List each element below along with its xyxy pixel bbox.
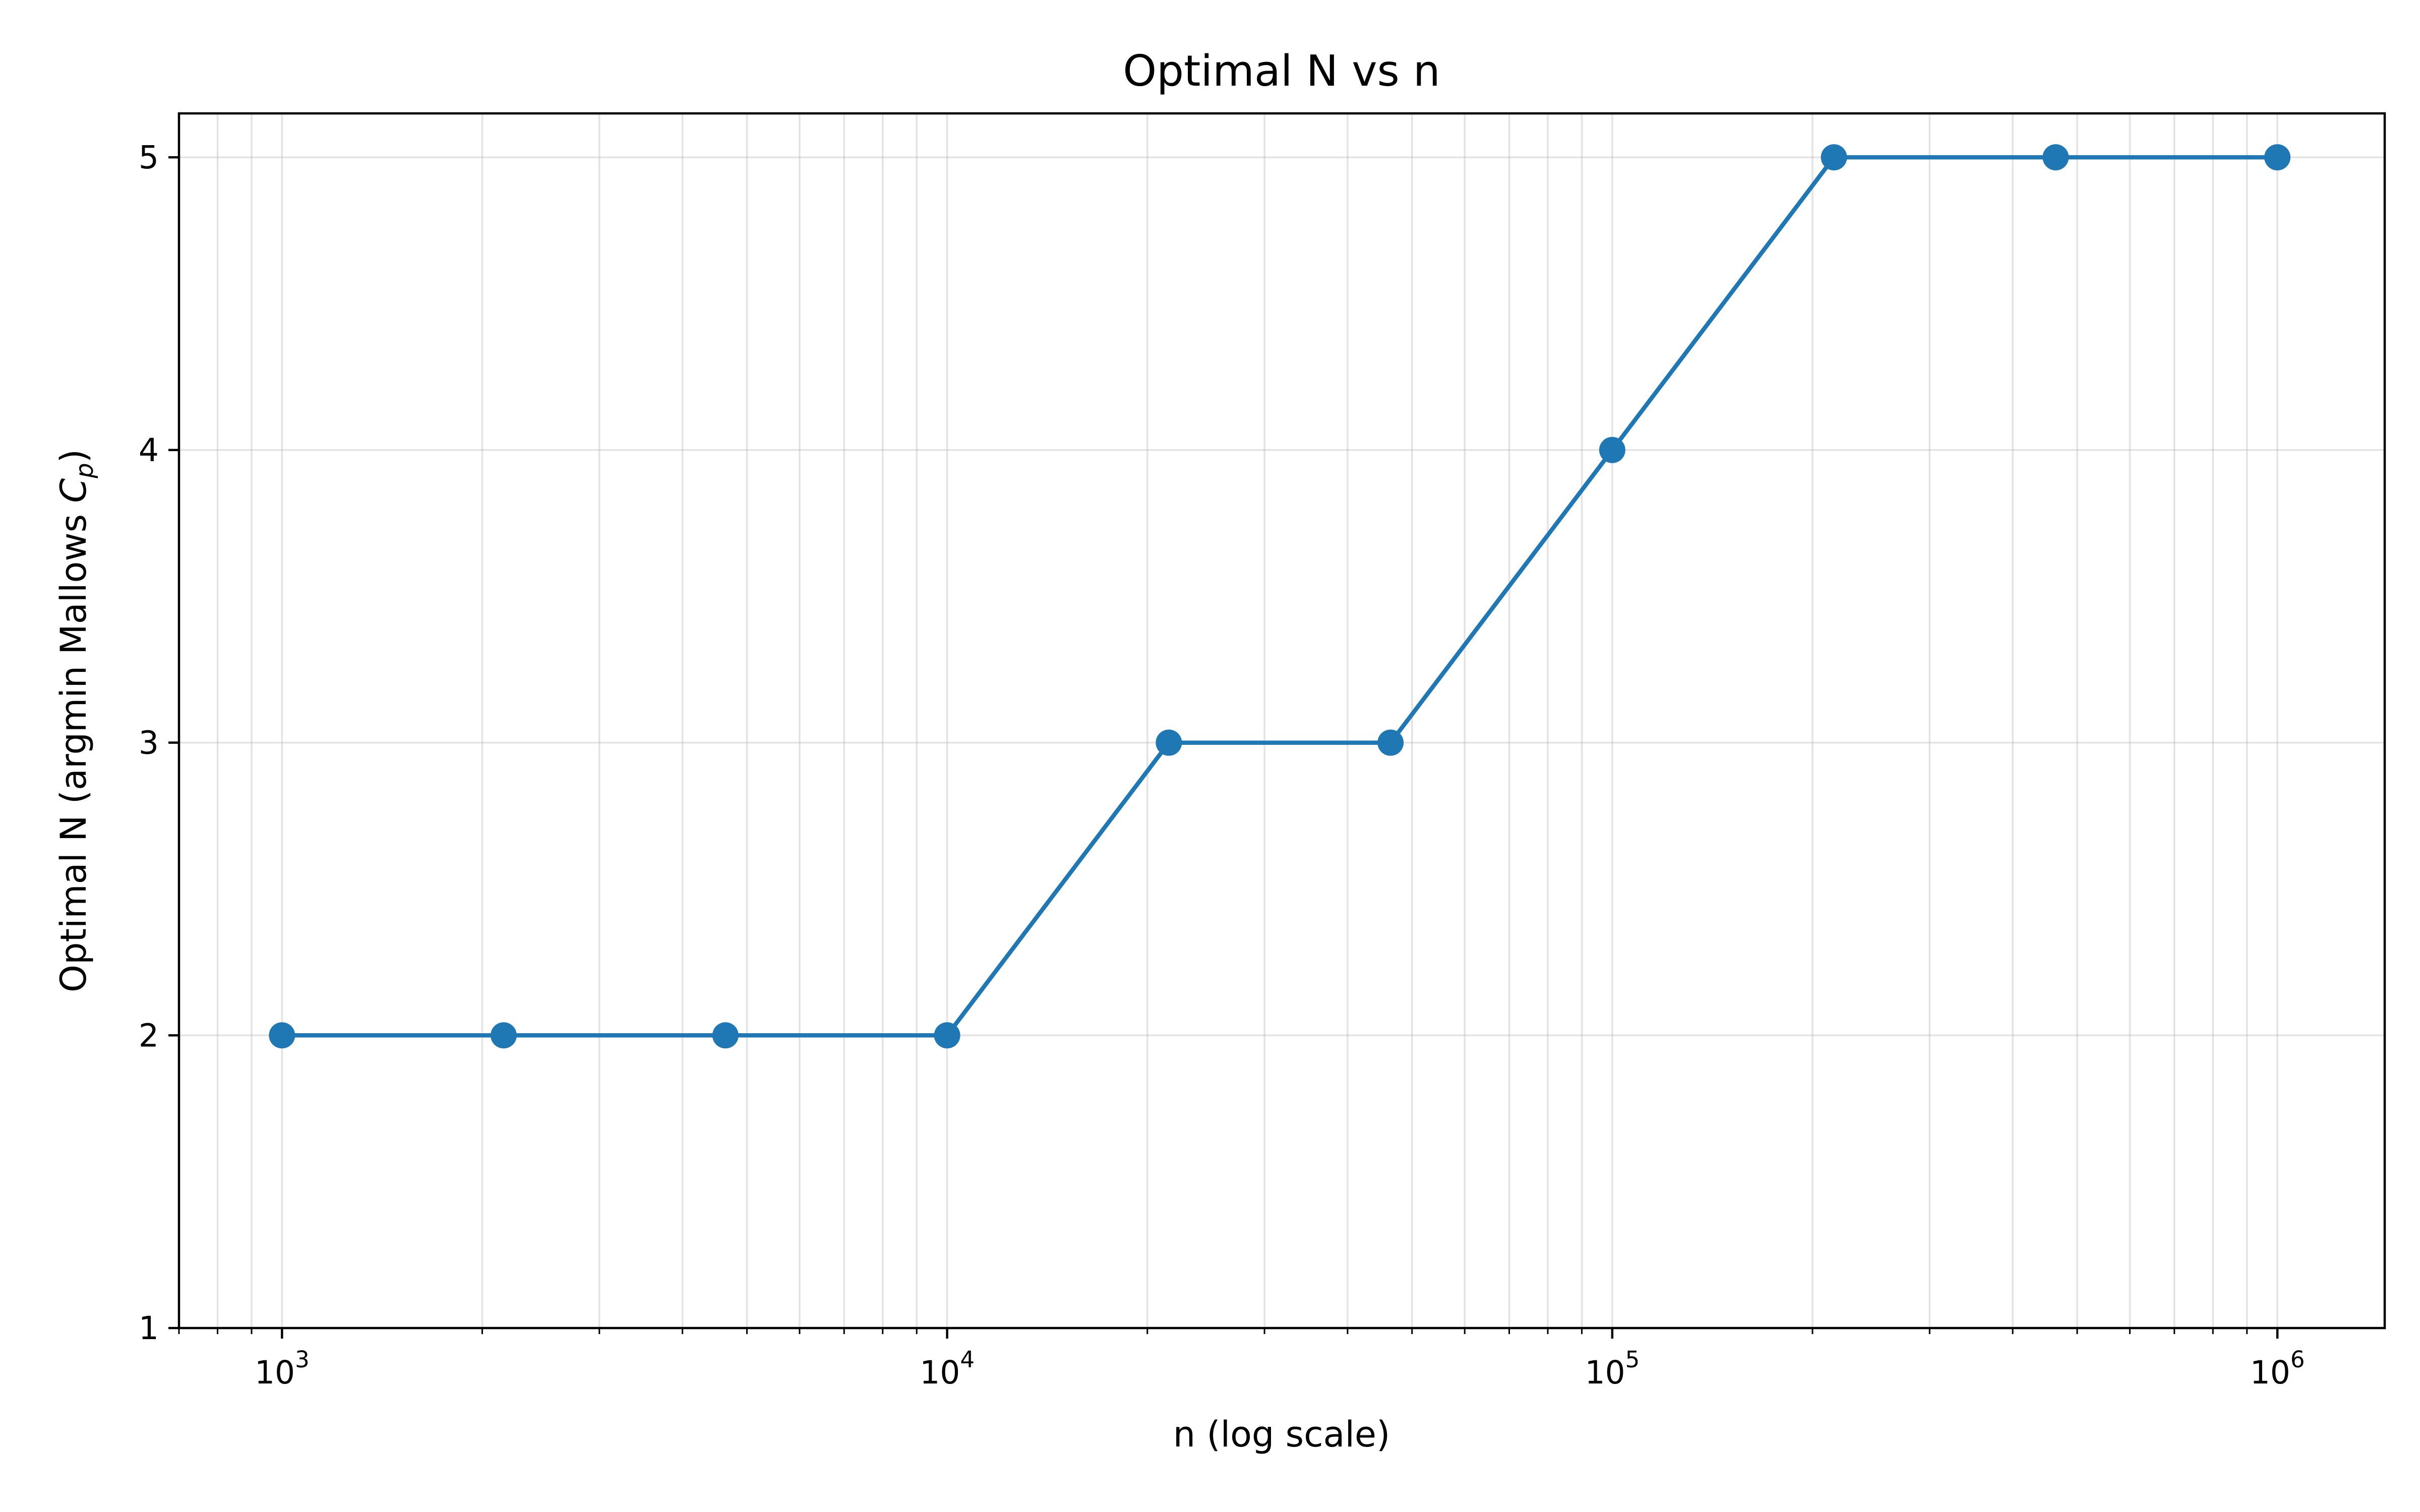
data-point bbox=[1821, 144, 1847, 171]
series-line bbox=[282, 155, 2278, 1038]
data-point bbox=[712, 1022, 739, 1049]
y-axis-label-text: Optimal N (argmin Mallows bbox=[53, 503, 94, 992]
plot-frame bbox=[177, 112, 2386, 1330]
grid bbox=[178, 113, 2385, 1329]
y-tick-label: 3 bbox=[139, 725, 159, 762]
y-tick-label: 4 bbox=[139, 432, 159, 469]
x-tick-label: 104 bbox=[920, 1346, 975, 1391]
data-point bbox=[2264, 144, 2291, 171]
data-point bbox=[490, 1022, 517, 1049]
data-point bbox=[934, 1022, 960, 1049]
data-point bbox=[1599, 436, 1625, 463]
x-tick-label: 106 bbox=[2250, 1346, 2305, 1391]
ticks: 103 104 105 106 1 2 3 4 5 bbox=[139, 139, 2305, 1391]
data-point bbox=[269, 1022, 295, 1049]
y-axis-label-subscript: p bbox=[71, 463, 99, 478]
y-axis-label-symbol: C bbox=[53, 478, 94, 503]
y-axis-label: Optimal N (argmin Mallows Cp) bbox=[53, 449, 99, 992]
data-point bbox=[2042, 144, 2069, 171]
y-tick-label: 1 bbox=[139, 1310, 159, 1347]
chart-title: Optimal N vs n bbox=[1123, 46, 1440, 96]
y-tick-label: 5 bbox=[139, 139, 159, 176]
y-axis-label-close: ) bbox=[53, 449, 94, 463]
x-axis-label: n (log scale) bbox=[1173, 1414, 1390, 1455]
data-point bbox=[1377, 729, 1404, 756]
x-tick-label: 105 bbox=[1585, 1346, 1640, 1391]
series-layer bbox=[269, 144, 2291, 1049]
y-tick-label: 2 bbox=[139, 1017, 159, 1054]
x-tick-label: 103 bbox=[255, 1346, 310, 1391]
data-point bbox=[1156, 729, 1182, 756]
